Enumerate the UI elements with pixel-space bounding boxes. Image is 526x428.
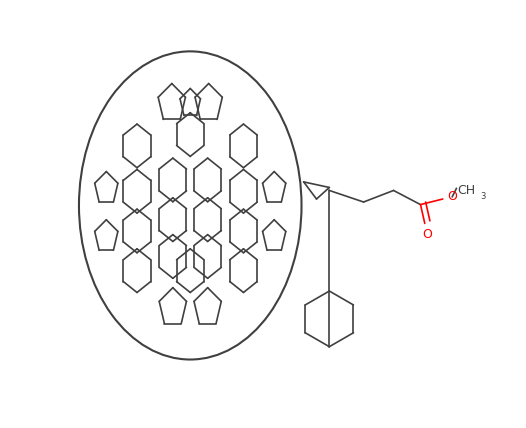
Text: O: O: [447, 190, 457, 203]
Text: 3: 3: [480, 191, 485, 201]
Text: CH: CH: [458, 184, 476, 197]
Text: O: O: [422, 228, 432, 241]
